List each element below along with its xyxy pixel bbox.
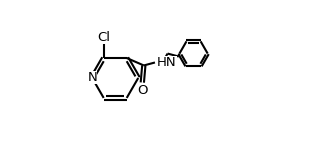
Text: O: O (137, 84, 147, 97)
Text: HN: HN (157, 56, 177, 69)
Text: N: N (87, 71, 97, 84)
Text: Cl: Cl (97, 32, 110, 44)
